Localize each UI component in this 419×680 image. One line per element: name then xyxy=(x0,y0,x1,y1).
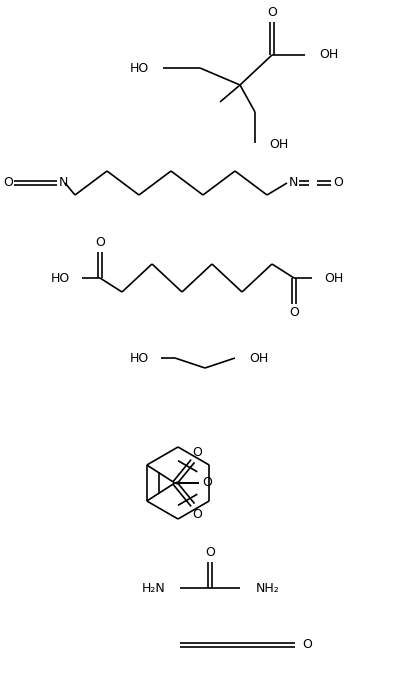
Text: O: O xyxy=(289,307,299,320)
Text: OH: OH xyxy=(319,48,338,61)
Text: O: O xyxy=(267,7,277,20)
Text: O: O xyxy=(192,507,202,520)
Text: O: O xyxy=(95,237,105,250)
Text: O: O xyxy=(3,177,13,190)
Text: O: O xyxy=(192,445,202,458)
Text: N: N xyxy=(288,177,297,190)
Text: HO: HO xyxy=(130,61,149,75)
Text: O: O xyxy=(333,177,343,190)
Text: H₂N: H₂N xyxy=(141,581,165,594)
Text: HO: HO xyxy=(130,352,149,364)
Text: O: O xyxy=(202,477,212,490)
Text: O: O xyxy=(302,639,312,651)
Text: N: N xyxy=(58,177,68,190)
Text: OH: OH xyxy=(324,271,343,284)
Text: O: O xyxy=(205,547,215,560)
Text: HO: HO xyxy=(51,271,70,284)
Text: OH: OH xyxy=(249,352,268,364)
Text: NH₂: NH₂ xyxy=(256,581,280,594)
Text: OH: OH xyxy=(269,139,288,152)
